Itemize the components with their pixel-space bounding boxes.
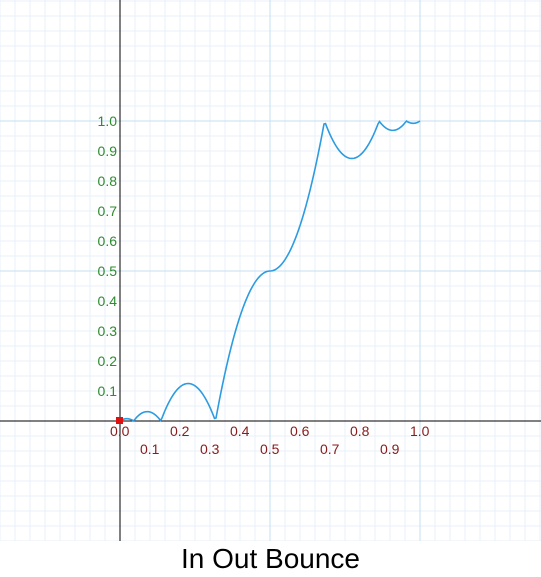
x-tick-label: 0.5 xyxy=(260,441,280,457)
x-tick-label: 0.3 xyxy=(200,441,220,457)
y-tick-label: 0.9 xyxy=(98,143,118,159)
x-tick-label: 0.0 xyxy=(110,423,130,439)
y-tick-label: 0.5 xyxy=(98,263,118,279)
x-tick-label: 0.4 xyxy=(230,423,250,439)
y-tick-label: 0.6 xyxy=(98,233,118,249)
chart-svg: 0.1 0.2 0.3 0.4 0.5 0.6 0.7 0.8 0.9 1.0 0.0 0.2 0.4 0… xyxy=(0,0,541,541)
x-tick-label: 0.1 xyxy=(140,441,160,457)
x-tick-label: 0.6 xyxy=(290,423,310,439)
series-line-in-out-bounce xyxy=(119,120,421,422)
origin-marker xyxy=(116,417,123,424)
y-tick-label: 0.4 xyxy=(98,293,118,309)
y-tick-label: 0.3 xyxy=(98,323,118,339)
x-tick-label: 0.2 xyxy=(170,423,190,439)
chart-plot-area: 0.1 0.2 0.3 0.4 0.5 0.6 0.7 0.8 0.9 1.0 0.0 0.2 0.4 0… xyxy=(0,0,541,541)
x-tick-label: 1.0 xyxy=(410,423,430,439)
chart-title: In Out Bounce xyxy=(180,543,360,574)
x-tick-label: 0.7 xyxy=(320,441,340,457)
y-tick-label: 0.1 xyxy=(98,383,118,399)
x-tick-label: 0.9 xyxy=(380,441,400,457)
x-tick-label: 0.8 xyxy=(350,423,370,439)
y-tick-label: 1.0 xyxy=(98,113,118,129)
y-tick-label: 0.2 xyxy=(98,353,118,369)
y-tick-label: 0.8 xyxy=(98,173,118,189)
y-tick-label: 0.7 xyxy=(98,203,118,219)
